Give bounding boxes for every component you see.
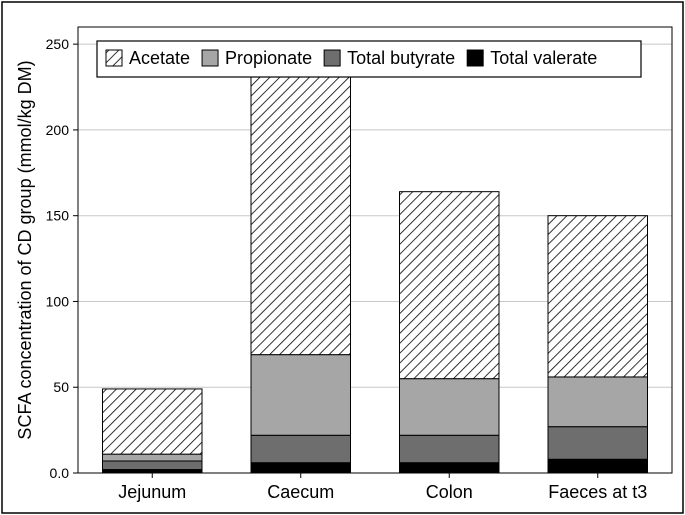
- bar-jejunum-propionate: [102, 453, 203, 462]
- bar-colon-total-valerate: [399, 462, 500, 474]
- x-tick-label: Jejunum: [118, 482, 186, 502]
- bar-caecum-acetate: [250, 72, 351, 356]
- bar-faeces-at-t3-acetate: [547, 215, 648, 378]
- bar-jejunum-total-butyrate: [102, 460, 203, 471]
- legend-label-total-valerate: Total valerate: [490, 48, 597, 68]
- x-tick-label: Colon: [426, 482, 473, 502]
- bar-caecum-propionate: [250, 354, 351, 436]
- bar-colon-acetate: [399, 191, 500, 380]
- bar-faeces-at-t3-total-valerate: [547, 458, 648, 474]
- y-tick-label: 200: [46, 122, 70, 138]
- legend-swatch-propionate: [201, 49, 219, 67]
- y-axis-label: SCFA concentration of CD group (mmol/kg …: [15, 60, 35, 439]
- legend-swatch-total-valerate: [466, 49, 484, 67]
- y-tick-label: 50: [53, 379, 69, 395]
- y-tick-label: 250: [46, 36, 70, 52]
- y-tick-label: 0.0: [50, 465, 70, 481]
- y-tick-label: 150: [46, 208, 70, 224]
- legend: Acetate Propionate Total butyrate Total val…: [96, 40, 642, 78]
- x-axis-ticks: Jejunum Caecum Colon Faeces at t3: [118, 473, 647, 502]
- bar-colon-total-butyrate: [399, 434, 500, 464]
- y-tick-label: 100: [46, 293, 70, 309]
- x-tick-label: Faeces at t3: [548, 482, 647, 502]
- bars: [102, 72, 648, 474]
- bar-jejunum-total-valerate: [102, 469, 203, 474]
- legend-swatch-total-butyrate: [323, 49, 341, 67]
- x-tick-label: Caecum: [267, 482, 334, 502]
- bar-caecum-total-valerate: [250, 462, 351, 474]
- legend-box: [96, 40, 642, 78]
- legend-label-acetate: Acetate: [129, 48, 190, 68]
- y-axis-ticks: 0.0 50 100 150 200 250: [46, 36, 78, 481]
- legend-label-propionate: Propionate: [225, 48, 312, 68]
- bar-jejunum-acetate: [102, 388, 203, 455]
- bar-colon-propionate: [399, 378, 500, 436]
- bar-caecum-total-butyrate: [250, 434, 351, 464]
- plot-area-frame: [77, 26, 673, 474]
- legend-label-total-butyrate: Total butyrate: [347, 48, 455, 68]
- bar-faeces-at-t3-propionate: [547, 376, 648, 428]
- bar-faeces-at-t3-total-butyrate: [547, 426, 648, 460]
- legend-swatch-acetate: [105, 49, 123, 67]
